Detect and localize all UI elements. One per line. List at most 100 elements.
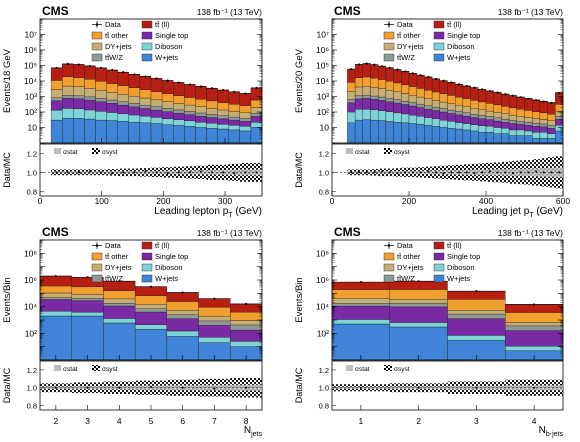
bar-dy_jets <box>401 93 410 102</box>
bar-dy_jets <box>331 298 390 304</box>
bar-dy_jets <box>95 90 107 99</box>
ratio-point <box>481 171 484 174</box>
x-axis-label: Leading jet pT (GeV) <box>472 206 563 219</box>
bar-ttbar_wz <box>508 120 517 124</box>
bar-diboson <box>524 130 533 136</box>
bar-single_top <box>95 101 107 112</box>
bar-ttbar_other <box>362 76 371 87</box>
bar-ttbar_wz <box>424 105 433 110</box>
bar-diboson <box>173 119 185 126</box>
ratio-point <box>373 171 376 174</box>
data-point <box>488 89 491 93</box>
bar-w_jets <box>117 121 129 144</box>
bar-dy_jets <box>493 112 502 119</box>
bar-w_jets <box>173 125 185 144</box>
data-point <box>188 83 191 86</box>
ratio-tick-label: 0.8 <box>319 402 329 411</box>
bar-ttbar_other <box>555 104 564 112</box>
ratio-tick-label: 1.0 <box>319 384 329 393</box>
x-axis-label: Nb-jets <box>539 425 564 438</box>
data-point <box>396 68 399 71</box>
bar-w_jets <box>389 326 448 361</box>
bar-dy_jets <box>378 88 387 98</box>
bar-ttbar_other <box>206 100 218 109</box>
x-tick-label: 0 <box>330 196 335 206</box>
ratio-point <box>527 171 530 174</box>
ratio-point <box>233 172 236 175</box>
bar-ttbar_ll <box>250 87 263 101</box>
bar-diboson <box>84 109 96 120</box>
bar-dy_jets <box>230 320 263 326</box>
legend-swatch-single_top <box>433 31 445 40</box>
data-point <box>122 71 125 74</box>
experiment-label: CMS <box>42 225 69 239</box>
legend-swatch-ttbar_wz <box>383 53 395 62</box>
bar-single_top <box>378 100 387 111</box>
bar-w_jets <box>539 138 548 144</box>
bar-dy_jets <box>424 98 433 106</box>
ratio-point <box>54 386 57 389</box>
bar-ttbar_wz <box>139 104 152 109</box>
bar-ttbar_wz <box>362 94 371 99</box>
ratio-tick-label: 1.0 <box>319 168 329 177</box>
experiment-label: CMS <box>42 4 69 18</box>
bar-single_top <box>478 118 487 126</box>
y-tick-label: 10⁷ <box>24 30 37 40</box>
ratio-axis-label: Data/MC <box>2 152 12 188</box>
legend-swatch-dy_jets <box>91 263 103 272</box>
bar-single_top <box>362 98 371 110</box>
bar-ttbar_other <box>455 96 464 106</box>
bar-diboson <box>228 125 240 131</box>
bar-ttbar_wz <box>378 96 387 101</box>
bar-w_jets <box>378 120 387 144</box>
ratio-tick-label: 1.2 <box>319 149 329 158</box>
data-point <box>213 297 216 300</box>
legend-data-marker <box>387 244 391 247</box>
bar-ttbar_wz <box>161 108 174 112</box>
legend-syst-swatch <box>92 365 100 371</box>
bar-ttbar_ll <box>230 303 263 313</box>
legend-label-single_top: Single top <box>155 252 188 261</box>
bar-dy_jets <box>439 101 448 109</box>
legend-stat-swatch <box>54 365 61 371</box>
bar-diboson <box>161 118 174 125</box>
bar-single_top <box>50 100 63 111</box>
bar-diboson <box>532 131 541 139</box>
bar-dy_jets <box>431 100 440 108</box>
bar-single_top <box>547 128 556 134</box>
lumi-label: 138 fb⁻¹ (13 TeV) <box>197 228 262 238</box>
legend-syst-label: σsyst <box>394 366 410 373</box>
bar-ttbar_ll <box>431 78 440 93</box>
legend-stat-swatch <box>346 148 353 154</box>
ratio-point <box>458 171 461 174</box>
x-axis-label: Njets <box>244 425 263 438</box>
x-tick-label: 4 <box>532 416 537 426</box>
bar-w_jets <box>184 126 196 144</box>
ratio-point <box>122 171 125 174</box>
x-tick-label: 1 <box>359 416 364 426</box>
ratio-point <box>504 171 507 174</box>
ratio-point <box>488 170 491 173</box>
legend-syst-swatch <box>92 148 100 154</box>
bar-dy_jets <box>39 292 72 298</box>
bar-ttbar_other <box>347 82 356 92</box>
bar-dy_jets <box>416 96 425 105</box>
bar-ttbar_other <box>485 103 494 112</box>
chart-panel-4: 10² 10⁴ 10⁶ 10⁸ σstat σsyst 0.8 1.0 1.2 1 2 3 4Nb-je… <box>294 225 563 438</box>
bar-ttbar_ll <box>39 275 72 287</box>
chart-panel-2: 10 10² 10³ 10⁴ 10⁵ 10⁶ 10⁷ σstat σsyst 0.8 1.0 1.2 0… <box>294 4 570 219</box>
ratio-point <box>427 170 430 173</box>
bar-ttbar_wz <box>524 122 533 126</box>
data-point <box>527 97 530 100</box>
bar-dy_jets <box>347 91 356 100</box>
ratio-point <box>475 386 478 389</box>
legend-stat-label: σstat <box>355 366 370 373</box>
bar-single_top <box>250 116 263 123</box>
bar-ttbar_other <box>239 105 252 113</box>
bar-diboson <box>134 324 168 330</box>
bar-single_top <box>516 124 525 131</box>
chart-panel-1: 10 10² 10³ 10⁴ 10⁵ 10⁶ 10⁷ σstat σsyst 0.8 1.0 1.2 0… <box>2 4 263 219</box>
bar-w_jets <box>532 138 541 144</box>
bar-ttbar_ll <box>462 85 471 99</box>
legend-swatch-w_jets <box>141 53 153 62</box>
